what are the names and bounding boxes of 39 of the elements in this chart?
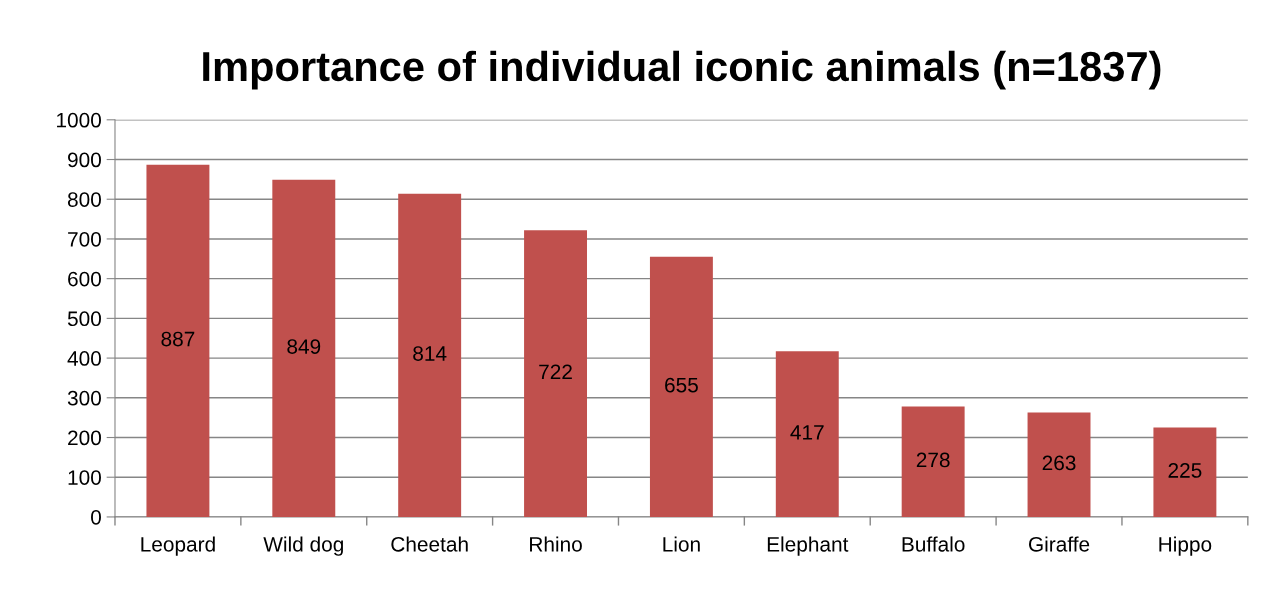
bar	[901, 406, 965, 517]
bar	[398, 193, 462, 517]
y-tick-label: 100	[68, 470, 101, 485]
y-tick-label: 300	[67, 390, 101, 406]
x-tick-label: Lion	[663, 536, 700, 552]
y-tick-label: 1000	[57, 112, 101, 128]
bar	[775, 351, 839, 517]
data-label: 814	[413, 346, 447, 361]
bar	[1027, 412, 1091, 517]
y-tick-label: 900	[68, 152, 101, 168]
y-tick-label: 800	[67, 192, 101, 207]
x-tick-label: Hippo	[1159, 536, 1212, 556]
data-label: 225	[1168, 463, 1202, 478]
y-tick-label: 600	[68, 271, 101, 287]
data-label: 417	[790, 425, 824, 440]
data-label: 655	[665, 377, 698, 393]
bar	[524, 230, 588, 517]
y-tick-label: 700	[68, 231, 101, 247]
data-label: 278	[916, 452, 950, 468]
bar	[146, 164, 210, 517]
y-tick-label: 400	[67, 351, 101, 366]
y-tick-label: 200	[68, 430, 101, 446]
data-label: 849	[287, 339, 321, 354]
bar	[649, 256, 713, 517]
x-tick-label: Giraffe	[1029, 536, 1090, 552]
data-label: 263	[1042, 455, 1076, 471]
y-tick-label: 0	[91, 509, 101, 525]
x-tick-label: Rhino	[530, 536, 582, 552]
x-tick-label: Elephant	[767, 536, 849, 556]
x-tick-label: Buffalo	[902, 536, 965, 552]
bar	[1153, 427, 1217, 517]
data-label: 722	[539, 364, 572, 379]
data-label: 887	[161, 331, 195, 347]
x-tick-label: Leopard	[141, 536, 215, 556]
x-tick-label: Wild dog	[263, 536, 343, 556]
bar	[272, 179, 336, 517]
x-tick-label: Cheetah	[391, 536, 468, 552]
chart-title: Importance of individual iconic animals (n=1837)	[203, 50, 1161, 90]
y-tick-label: 500	[67, 311, 101, 327]
